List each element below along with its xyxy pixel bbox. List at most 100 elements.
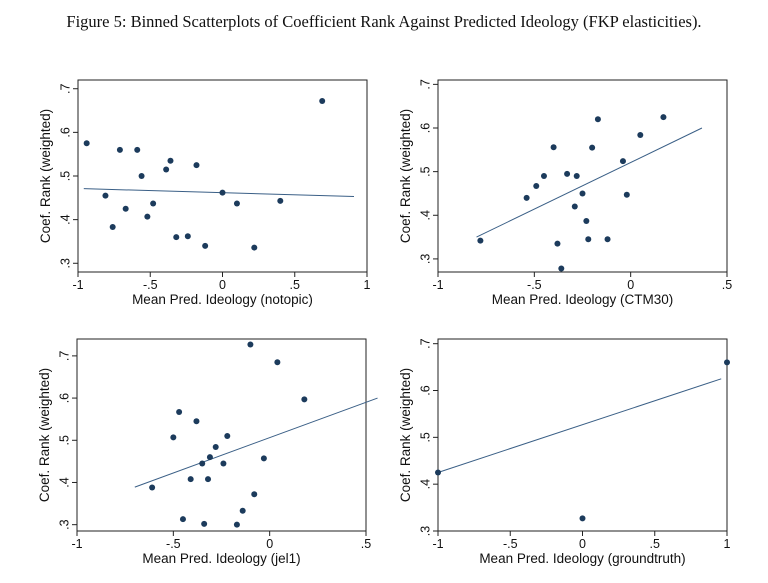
data-point [583,217,590,224]
y-tick-label: .6 [58,127,72,137]
x-tick-label: -.5 [503,537,518,551]
data-point [220,460,227,467]
y-tick-label: .3 [418,526,432,536]
fit-line [83,188,355,198]
data-point [134,146,141,153]
data-point [116,146,123,153]
x-axis-title: Mean Pred. Ideology (jel1) [142,551,300,566]
data-point [274,359,281,366]
data-point [83,140,90,147]
x-axis-title: Mean Pred. Ideology (notopic) [132,292,313,307]
data-point [167,157,174,164]
data-point [193,162,200,169]
data-point [637,131,644,138]
x-tick-label: 1 [364,278,371,292]
data-point [554,240,561,247]
data-point [594,116,601,123]
data-point [206,454,213,461]
data-point [144,213,151,220]
figure-caption: Figure 5: Binned Scatterplots of Coeffic… [66,12,702,31]
y-tick-label: .5 [58,171,72,181]
x-tick-label: -.5 [143,278,158,292]
x-tick-label: 0 [266,537,273,551]
data-point [435,469,441,476]
data-point [199,460,206,467]
y-tick-label: .6 [57,393,71,403]
y-axis-title: Coef. Rank (weighted) [37,368,52,502]
data-point [251,491,258,498]
data-point [179,516,186,523]
data-point [193,418,200,425]
data-point [184,233,191,240]
x-tick-label: -.5 [166,537,181,551]
data-point [724,359,730,366]
y-tick-label: .6 [418,385,432,395]
scatter-panel-notopic: .3 .4 .5 .6 .7 -1 -.5 0 .5 1 Mean Pred. Ideology (… [38,79,371,307]
data-point [202,242,209,249]
x-tick-label: 1 [724,537,731,551]
x-tick-label: 0 [219,278,226,292]
fit-line [476,127,703,238]
data-point [604,236,611,243]
data-point [533,183,540,190]
y-tick-label: .3 [57,519,71,529]
x-tick-label: .5 [650,537,660,551]
fit-line [134,397,378,488]
x-tick-label: 0 [627,278,634,292]
data-point [660,114,667,121]
y-tick-label: .6 [418,123,432,133]
y-tick-label: .7 [58,83,72,93]
x-axis-title: Mean Pred. Ideology (CTM30) [492,292,674,307]
x-tick-label: .5 [361,537,371,551]
y-axis-title: Coef. Rank (weighted) [398,368,413,502]
data-point [277,197,284,204]
data-point [301,396,308,403]
data-point [102,192,109,199]
data-point [173,234,180,241]
y-tick-label: .4 [58,214,72,224]
data-point [558,265,565,272]
y-tick-label: .4 [418,479,432,489]
y-tick-label: .4 [418,210,432,220]
data-point [150,200,157,207]
data-point [550,144,557,151]
data-point [122,205,129,212]
data-point [205,476,212,483]
x-tick-label: -.5 [527,278,542,292]
plot-frame [77,79,368,273]
data-point [319,97,326,104]
scatter-panel-ctm30: .3 .4 .5 .6 .7 -1 -.5 0 .5 Mean Pred. Ideology (C… [398,79,732,307]
data-point [109,224,116,231]
y-axis-title: Coef. Rank (weighted) [398,109,413,243]
data-point [623,191,630,198]
data-point [239,507,246,514]
x-tick-label: .5 [290,278,300,292]
data-point [176,409,183,416]
data-point [579,190,586,197]
data-point [251,244,258,251]
data-point [585,236,592,243]
data-point [589,144,596,151]
data-point [138,173,145,179]
data-point [477,237,484,244]
x-tick-label: -1 [432,537,443,551]
fit-line [437,378,722,473]
y-tick-label: .7 [57,351,71,361]
plot-frame [76,338,367,532]
data-point [201,520,208,527]
y-tick-label: .5 [57,435,71,445]
y-tick-label: .3 [418,254,432,264]
y-tick-label: .3 [58,258,72,268]
data-point [540,173,547,179]
data-point [233,200,240,207]
data-point [212,444,219,451]
data-point [571,203,578,210]
scatter-panel-jel1: .3 .4 .5 .6 .7 -1 -.5 0 .5 Mean Pred. Ideology (j… [37,338,378,566]
data-point [170,434,177,441]
data-point [247,341,254,348]
scatter-panel-groundtruth: .3 .4 .5 .6 .7 -1 -.5 0 .5 1 Mean Pred. Ideology (… [398,338,731,566]
y-tick-label: .5 [418,166,432,176]
data-point [224,433,231,440]
x-tick-label: 0 [579,537,586,551]
data-point [260,455,267,462]
